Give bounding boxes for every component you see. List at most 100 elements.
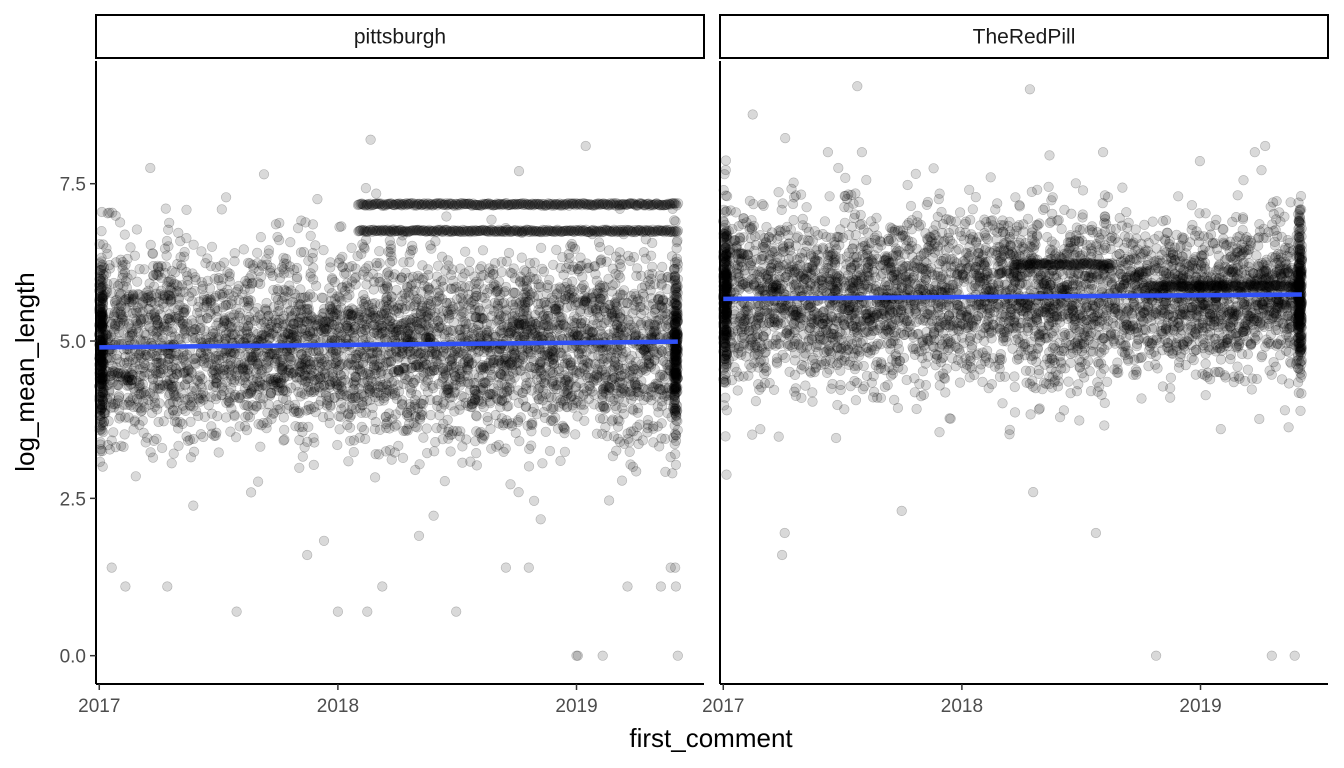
data-point bbox=[389, 330, 400, 341]
data-point bbox=[391, 285, 402, 296]
data-point bbox=[290, 380, 301, 391]
data-point bbox=[513, 487, 524, 498]
data-point bbox=[356, 421, 367, 432]
data-point bbox=[130, 471, 141, 482]
data-point bbox=[528, 329, 539, 341]
data-point bbox=[575, 252, 586, 263]
data-point bbox=[268, 327, 279, 338]
data-point bbox=[527, 266, 538, 278]
data-point bbox=[454, 301, 465, 312]
data-point bbox=[202, 313, 213, 324]
data-point bbox=[181, 349, 192, 360]
data-point bbox=[148, 270, 159, 281]
data-point bbox=[175, 333, 186, 344]
data-point bbox=[295, 284, 306, 295]
data-point bbox=[177, 400, 188, 411]
data-point bbox=[573, 331, 584, 342]
data-point bbox=[209, 273, 220, 284]
data-point bbox=[119, 229, 130, 240]
data-point bbox=[382, 368, 394, 380]
data-point bbox=[112, 280, 124, 292]
data-point bbox=[255, 232, 267, 243]
data-point bbox=[274, 217, 285, 229]
data-point bbox=[250, 315, 261, 326]
facet-strip-label: pittsburgh bbox=[354, 26, 446, 49]
data-point bbox=[347, 400, 358, 411]
data-point bbox=[244, 258, 255, 269]
data-point bbox=[294, 299, 306, 310]
data-point bbox=[471, 411, 482, 422]
data-point bbox=[193, 410, 204, 422]
data-point bbox=[528, 495, 540, 506]
data-point bbox=[298, 246, 309, 258]
data-point bbox=[501, 304, 512, 315]
data-point bbox=[318, 245, 329, 256]
data-point bbox=[642, 384, 654, 395]
data-point bbox=[614, 436, 626, 448]
data-point bbox=[255, 441, 266, 452]
data-point bbox=[512, 415, 524, 426]
data-point bbox=[355, 365, 366, 376]
data-point bbox=[210, 430, 221, 441]
data-point bbox=[346, 276, 358, 287]
data-point bbox=[125, 400, 136, 411]
data-point bbox=[601, 402, 612, 413]
data-point bbox=[484, 361, 496, 372]
data-point bbox=[538, 377, 550, 388]
data-point bbox=[377, 379, 388, 391]
data-point bbox=[169, 350, 180, 361]
data-point bbox=[219, 257, 230, 268]
data-point bbox=[259, 317, 270, 328]
data-point bbox=[171, 391, 182, 402]
data-point bbox=[568, 261, 579, 272]
data-point bbox=[498, 287, 509, 298]
data-point bbox=[381, 422, 392, 434]
data-point bbox=[305, 363, 316, 374]
data-point bbox=[550, 305, 561, 316]
data-point bbox=[285, 237, 296, 248]
data-point bbox=[484, 396, 495, 407]
data-point bbox=[632, 263, 643, 274]
data-point bbox=[551, 288, 563, 299]
data-point bbox=[232, 284, 244, 295]
data-point bbox=[234, 375, 245, 386]
scatter-points bbox=[94, 134, 684, 661]
data-point bbox=[429, 446, 440, 457]
data-point bbox=[163, 366, 174, 377]
data-point bbox=[292, 223, 304, 234]
data-point bbox=[348, 435, 360, 446]
data-point bbox=[334, 424, 345, 435]
data-point bbox=[213, 317, 224, 328]
data-point bbox=[381, 419, 392, 430]
data-point bbox=[659, 373, 671, 384]
data-point bbox=[509, 287, 520, 299]
data-point bbox=[140, 330, 151, 341]
data-point bbox=[545, 415, 557, 427]
data-point bbox=[437, 251, 448, 262]
data-point bbox=[318, 535, 330, 546]
data-point bbox=[580, 296, 591, 307]
data-point bbox=[408, 377, 419, 389]
data-point bbox=[256, 367, 267, 378]
data-point bbox=[368, 327, 380, 338]
data-point bbox=[607, 280, 618, 291]
data-point bbox=[627, 294, 638, 306]
data-point bbox=[179, 251, 190, 262]
data-point bbox=[186, 386, 197, 397]
data-point bbox=[359, 294, 371, 305]
data-point bbox=[541, 374, 552, 385]
data-point bbox=[336, 282, 348, 293]
data-point bbox=[544, 274, 555, 285]
data-point bbox=[346, 409, 357, 421]
data-point bbox=[479, 284, 490, 295]
data-point bbox=[149, 397, 161, 408]
data-point bbox=[279, 424, 290, 436]
data-point bbox=[455, 263, 466, 274]
data-point bbox=[345, 353, 356, 364]
data-point bbox=[627, 404, 638, 415]
data-point bbox=[350, 263, 361, 274]
data-point bbox=[360, 407, 371, 419]
data-point bbox=[478, 270, 489, 281]
data-point bbox=[242, 368, 253, 379]
data-point bbox=[555, 319, 566, 331]
